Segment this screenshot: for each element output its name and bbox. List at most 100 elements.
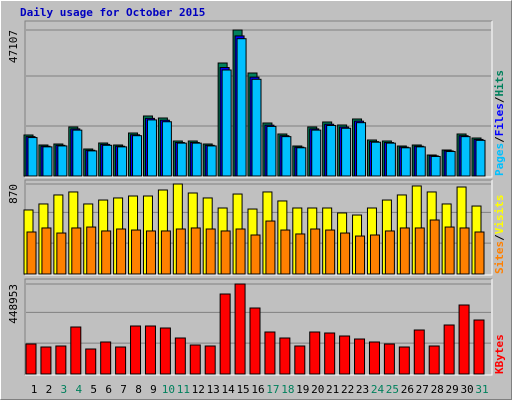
bar [102, 144, 113, 177]
x-tick-label: 24 [371, 383, 385, 396]
bar [339, 335, 351, 375]
x-tick-label: 18 [281, 383, 294, 396]
bar [280, 229, 291, 275]
bar [86, 226, 97, 275]
bar [115, 346, 127, 375]
bar [71, 227, 82, 275]
legend-entry: Hits [493, 70, 506, 97]
x-tick-label: 23 [356, 383, 369, 396]
bar [221, 69, 232, 177]
bar [475, 139, 486, 177]
bar [117, 146, 128, 177]
bar [220, 230, 231, 275]
legend-entry: Visits [493, 195, 506, 235]
bar [160, 230, 171, 275]
bar [57, 145, 68, 177]
x-tick-label: 15 [236, 383, 249, 396]
x-tick-label: 14 [222, 383, 236, 396]
x-tick-label: 21 [326, 383, 339, 396]
bar [430, 155, 441, 177]
bar [204, 345, 216, 375]
bar [385, 142, 396, 177]
bar [356, 122, 367, 177]
bar [190, 227, 201, 275]
bar [100, 341, 112, 375]
x-tick-label: 31 [475, 383, 488, 396]
bar [368, 341, 380, 375]
bar [474, 231, 485, 275]
legend-separator: / [493, 96, 506, 103]
bar [236, 38, 247, 177]
x-tick-label: 4 [75, 383, 82, 396]
panel-edge [25, 180, 493, 276]
x-tick-label: 9 [150, 383, 157, 396]
legend: KBytes [493, 334, 506, 374]
x-tick-label: 1 [31, 383, 38, 396]
bar [355, 235, 366, 275]
legend-separator: / [493, 234, 506, 241]
bar [146, 119, 157, 177]
bar [340, 232, 351, 275]
bar [189, 344, 201, 375]
x-tick-label: 7 [120, 383, 127, 396]
bar [400, 147, 411, 177]
legend-entry: Sites [493, 241, 506, 274]
bar [458, 304, 470, 375]
legend-entry: KBytes [493, 334, 506, 374]
bar [56, 232, 67, 275]
chart-title: Daily usage for October 2015 [20, 6, 205, 19]
bar [444, 226, 455, 275]
x-tick-label: 26 [401, 383, 414, 396]
bar [311, 129, 322, 177]
panel-edge [24, 20, 492, 177]
bar [398, 346, 410, 375]
bar [295, 233, 306, 275]
bar [70, 326, 82, 375]
x-tick-label: 11 [177, 383, 190, 396]
bar [415, 146, 426, 177]
x-tick-label: 30 [460, 383, 473, 396]
bar [281, 136, 292, 177]
x-tick-label: 16 [251, 383, 264, 396]
x-tick-label: 13 [207, 383, 220, 396]
bar [235, 228, 246, 275]
bar [26, 231, 37, 275]
bar [370, 141, 381, 177]
bar [41, 227, 52, 275]
bar [294, 345, 306, 375]
bar [132, 135, 143, 177]
bar [265, 220, 276, 275]
bar [85, 348, 97, 375]
legend: Pages/Files/Hits [493, 70, 506, 176]
bar [296, 147, 307, 177]
bar [250, 234, 261, 275]
bar [354, 338, 366, 375]
x-tick-label: 19 [296, 383, 309, 396]
bar [249, 307, 261, 375]
x-tick-label: 12 [192, 383, 205, 396]
bar [413, 329, 425, 375]
bar [101, 230, 112, 275]
bar [266, 125, 277, 177]
bar [341, 127, 352, 177]
bar [176, 142, 187, 177]
bar [460, 136, 471, 177]
bar [234, 283, 246, 375]
bar [399, 227, 410, 275]
bar [369, 234, 380, 275]
bar [72, 129, 83, 177]
x-tick-label: 5 [90, 383, 97, 396]
bar [87, 150, 98, 177]
x-tick-label: 6 [105, 383, 112, 396]
x-tick-label: 29 [446, 383, 459, 396]
x-tick-label: 27 [416, 383, 429, 396]
panel-edge [25, 21, 493, 178]
bar [384, 230, 395, 275]
x-tick-label: 25 [386, 383, 399, 396]
bar [459, 227, 470, 275]
bar [310, 228, 321, 275]
y-tick-label: 47107 [7, 30, 20, 63]
legend-separator: / [493, 136, 506, 143]
